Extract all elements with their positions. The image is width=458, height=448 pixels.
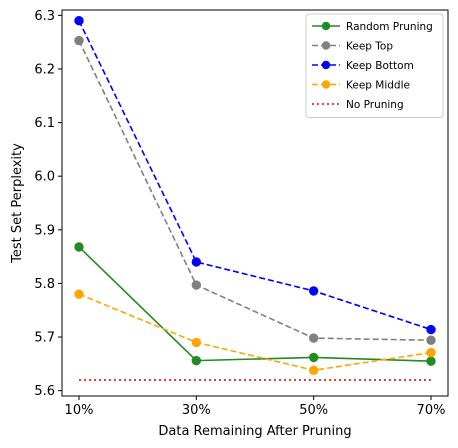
x-axis: 10% 30% 50% 70%: [65, 396, 446, 418]
y-tick-label: 6.0: [34, 170, 55, 185]
data-point: [426, 324, 436, 335]
x-tick-label: 70%: [417, 403, 446, 418]
legend-item: Random Pruning: [312, 21, 433, 33]
data-point: [191, 280, 202, 290]
data-point: [308, 352, 319, 363]
plot-frame: [61, 9, 449, 397]
data-point: [74, 289, 84, 299]
legend-label: Random Pruning: [346, 21, 433, 33]
x-tick-label: 30%: [182, 403, 211, 418]
y-axis: 5.6 5.7 5.8 5.9 6.0 6.1 6.2 6.3: [34, 9, 62, 399]
legend-label: No Pruning: [346, 99, 404, 111]
data-point: [426, 356, 436, 366]
plot-area-border: [61, 9, 449, 397]
legend-box: [305, 13, 444, 118]
data-point: [74, 16, 84, 26]
y-tick-label: 5.8: [34, 277, 55, 292]
data-point: [308, 365, 319, 375]
legend: Random Pruning Keep Top Keep Bottom Keep Mi…: [305, 13, 444, 118]
y-tick-label: 5.7: [34, 331, 55, 346]
data-point: [74, 242, 84, 252]
series-line: [78, 40, 432, 342]
series-keep-middle: [74, 289, 436, 375]
data-point: [191, 257, 202, 267]
legend-swatch-marker: [321, 21, 331, 31]
y-tick-label: 5.9: [34, 223, 55, 238]
data-point: [426, 335, 436, 345]
y-tick-label: 5.6: [34, 384, 55, 399]
legend-item: No Pruning: [312, 99, 404, 111]
x-axis-label: Data Remaining After Pruning: [158, 424, 351, 439]
legend-label: Keep Bottom: [346, 60, 414, 72]
series-layer: [74, 16, 436, 381]
series-line: [78, 293, 432, 372]
x-tick-label: 50%: [299, 403, 328, 418]
data-point: [308, 333, 319, 343]
data-point: [426, 347, 436, 358]
legend-item: Keep Top: [312, 41, 393, 53]
legend-swatch-marker: [321, 41, 331, 50]
legend-swatch-marker: [321, 80, 331, 89]
series-random-pruning: [74, 242, 436, 366]
y-tick-label: 6.2: [34, 62, 55, 77]
series-line: [78, 246, 432, 362]
data-point: [191, 355, 202, 366]
x-tick-label: 10%: [65, 403, 94, 418]
data-point: [191, 337, 202, 348]
data-point: [308, 286, 319, 296]
legend-label: Keep Middle: [346, 80, 410, 92]
series-keep-top: [74, 35, 436, 345]
legend-item: Keep Bottom: [312, 60, 414, 72]
legend-label: Keep Top: [346, 41, 393, 53]
y-tick-label: 6.1: [34, 116, 55, 131]
y-axis-label: Test Set Perplexity: [10, 143, 25, 264]
series-line: [78, 20, 432, 331]
data-point: [74, 35, 84, 46]
series-keep-bottom: [74, 16, 436, 335]
y-tick-label: 6.3: [34, 9, 55, 24]
legend-swatch-marker: [321, 60, 331, 70]
legend-item: Keep Middle: [312, 80, 410, 92]
